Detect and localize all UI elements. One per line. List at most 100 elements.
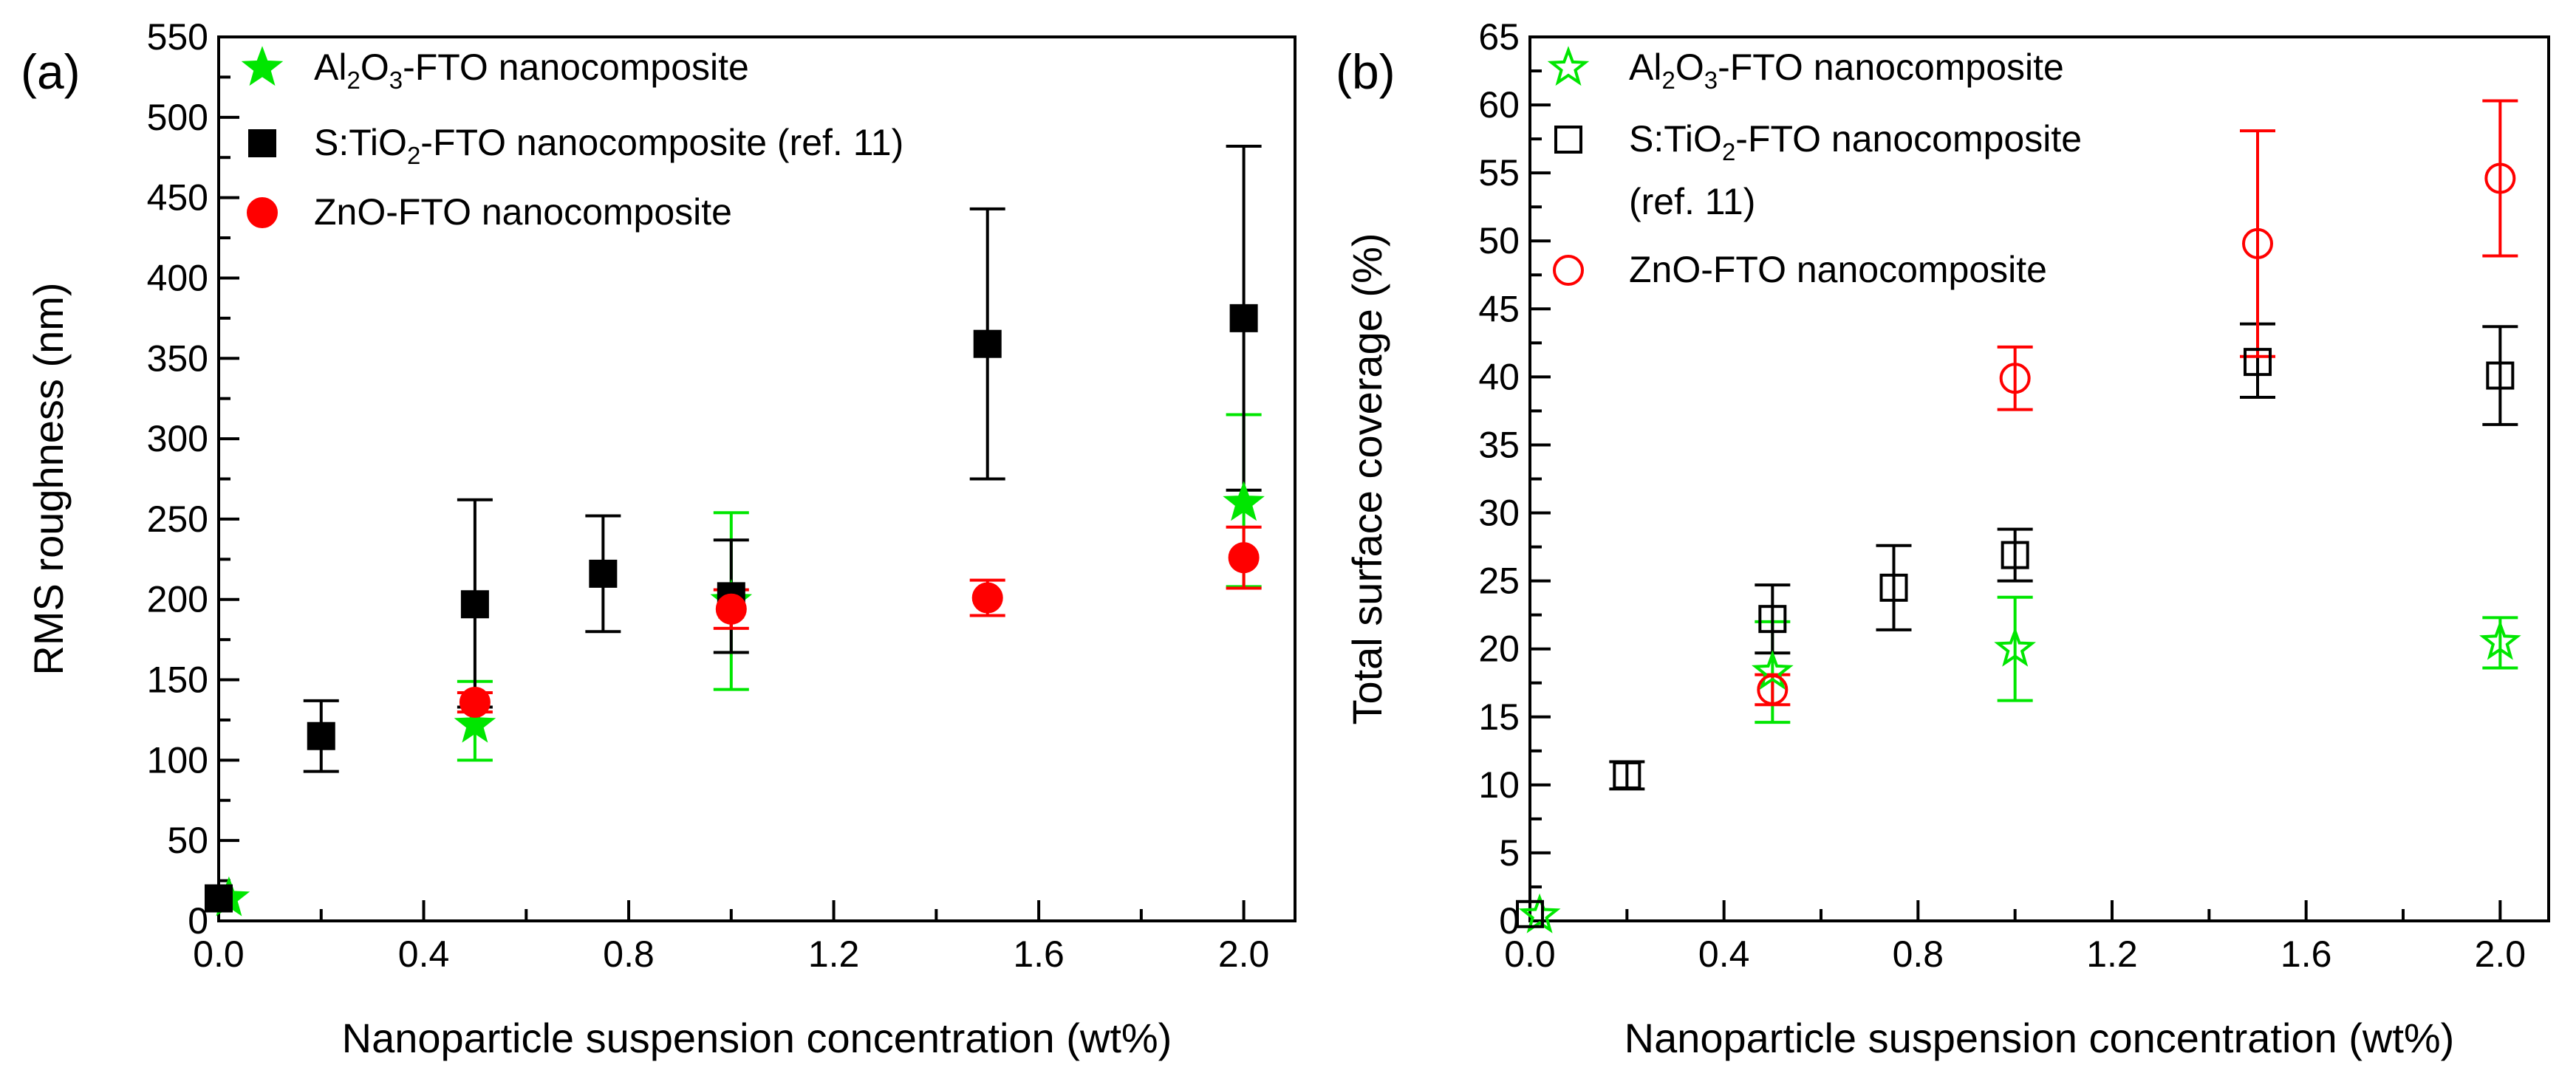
panel-a-legend-marker-square[interactable]: [248, 129, 276, 157]
panel-b-y-tick-label: 20: [1478, 628, 1520, 670]
panel-a-data-point-square[interactable]: [589, 559, 618, 588]
panel-b-legend-marker-star[interactable]: [1547, 46, 1590, 86]
panel-a-y-tick-label: 200: [147, 579, 208, 620]
panel-b-error-bar: [1997, 345, 2033, 411]
panel-b-legend-item[interactable]: ZnO-FTO nanocomposite: [1553, 249, 2047, 290]
panel-a-data-point-star[interactable]: [454, 702, 496, 743]
panel-a-x-tick-label: 1.2: [808, 933, 860, 975]
panel-b-error-bar: [2482, 99, 2518, 258]
panel-a-data-point-star[interactable]: [1223, 481, 1265, 521]
panel-a-legend-text-part: Al: [314, 47, 346, 88]
panel-a-y-tick-label: 100: [147, 739, 208, 781]
panel-b-legend-item[interactable]: Al2O3-FTO nanocomposite: [1547, 46, 2064, 94]
panel-a-data-point-square[interactable]: [205, 884, 233, 913]
panel-b-y-tick-label: 5: [1499, 832, 1520, 874]
panel-b-error-bar: [2482, 325, 2518, 426]
panel-b-y-tick-label: 50: [1478, 220, 1520, 261]
panel-a-legend-subscript: 2: [346, 66, 360, 94]
panel-b-legend-item[interactable]: S:TiO2-FTO nanocomposite (ref. 11): [1554, 118, 2082, 222]
panel-a-legend-item[interactable]: Al2O3-FTO nanocomposite: [241, 46, 749, 94]
panel-b-data-point-star[interactable]: [2479, 620, 2521, 660]
panel-b-data-point-square[interactable]: [2244, 348, 2272, 377]
panel-b-y-tick-label: 45: [1478, 288, 1520, 329]
panel-a-legend-label: S:TiO2-FTO nanocomposite (ref. 11): [314, 122, 903, 169]
panel-a-x-tick-label: 0.4: [398, 933, 450, 975]
panel-a-legend-label: ZnO-FTO nanocomposite: [314, 191, 732, 233]
panel-a-data-point-square[interactable]: [307, 721, 335, 750]
panel-b-data-point-circle[interactable]: [1757, 673, 1788, 705]
panel-b-y-tick-label: 15: [1478, 696, 1520, 738]
panel-a-legend-text-part: S:TiO: [314, 122, 407, 163]
panel-b-error-bar: [1997, 527, 2033, 583]
panel-b-legend-text-part: -FTO nanocomposite: [1718, 47, 2064, 88]
panel-a-series-square: [303, 144, 1262, 773]
panel-a-data-point-circle[interactable]: [459, 687, 491, 719]
panel-b-data-point-square[interactable]: [2486, 361, 2515, 390]
panel-a-data-point-circle[interactable]: [715, 593, 747, 625]
panel-b-data-point-star[interactable]: [1752, 650, 1794, 690]
panel-b-series-square: [1609, 322, 2518, 791]
panel-b-legend-marker-circle[interactable]: [1553, 255, 1584, 286]
panel-a-legend-text-part: -FTO nanocomposite (ref. 11): [420, 122, 903, 163]
panel-a-legend-label: Al2O3-FTO nanocomposite: [314, 47, 749, 94]
panel-b-legend-marker-square[interactable]: [1554, 126, 1582, 154]
panel-b-x-tick-label: 0.0: [1504, 933, 1556, 975]
panel-a-markers-star: [208, 481, 1265, 916]
panel-b-data-point-square[interactable]: [1613, 761, 1641, 789]
panel-a-legend-text-part: ZnO-FTO nanocomposite: [314, 191, 732, 233]
panel-b-label: (b): [1336, 44, 1395, 99]
panel-a-y-tick-label: 50: [167, 820, 208, 861]
panel-b-x-tick-label: 0.8: [1893, 933, 1944, 975]
panel-b-data-point-star[interactable]: [1518, 893, 1561, 933]
panel-a-y-tick-label: 350: [147, 337, 208, 379]
panel-a-legend-subscript: 3: [389, 66, 403, 94]
panel-b-data-point-circle[interactable]: [2242, 227, 2273, 259]
panel-a-y-tick-label: 250: [147, 498, 208, 540]
panel-b-markers-star: [1518, 620, 2521, 933]
panel-b-data-point-circle[interactable]: [1999, 363, 2031, 394]
panel-a-data-point-square[interactable]: [1229, 304, 1258, 332]
panel-b-y-tick-label: 25: [1478, 561, 1520, 602]
panel-a-data-point-circle[interactable]: [971, 582, 1003, 614]
panel-a-x-axis-label: Nanoparticle suspension concentration (w…: [342, 1015, 1172, 1061]
panel-a-x-tick-label: 2.0: [1218, 933, 1270, 975]
panel-a-legend-marker-circle[interactable]: [247, 197, 278, 228]
panel-b-data-point-square[interactable]: [1516, 899, 1544, 928]
panel-a-legend-item[interactable]: S:TiO2-FTO nanocomposite (ref. 11): [248, 122, 903, 169]
panel-b-legend: Al2O3-FTO nanocomposite S:TiO2-FTO nanoco…: [1547, 46, 2082, 290]
panel-b-x-tick-label: 0.4: [1698, 933, 1750, 975]
panel-b-y-tick-label: 55: [1478, 152, 1520, 193]
panel-a-series-circle: [457, 525, 1262, 714]
panel-b-y-axis-label: Total surface coverage (%): [1344, 233, 1390, 724]
panel-b-data-point-square[interactable]: [2001, 541, 2029, 569]
panel-a-y-tick-label: 400: [147, 257, 208, 298]
panel-a-x-tick-label: 0.0: [193, 933, 245, 975]
panel-b-markers-circle: [1757, 162, 2516, 705]
panel-a-legend-text-part: -FTO nanocomposite: [403, 47, 749, 88]
panel-b-legend-subscript: 2: [1661, 66, 1675, 94]
panel-a-legend-marker-star[interactable]: [241, 46, 284, 86]
panel-b-x-tick-label: 1.2: [2086, 933, 2138, 975]
panel-a-data-point-square[interactable]: [460, 590, 489, 619]
panel-b-data-point-star[interactable]: [1994, 626, 2036, 667]
panel-b-legend-text-part: O: [1675, 47, 1704, 88]
panel-b-legend-label-line2: (ref. 11): [1629, 181, 1755, 222]
panel-a-data-point-square[interactable]: [973, 329, 1002, 358]
panel-b-x-tick-label: 1.6: [2281, 933, 2332, 975]
panel-b-data-point-square[interactable]: [1758, 605, 1787, 634]
panel-b-data-point-square[interactable]: [1879, 573, 1908, 602]
panel-b-error-bar: [1997, 595, 2033, 702]
panel-a-data-point-circle[interactable]: [1228, 542, 1260, 574]
panel-a-series-star: [457, 413, 1262, 762]
panel-b-y-tick-label: 30: [1478, 493, 1520, 534]
panel-b-plot-frame: [1528, 35, 2550, 922]
panel-b-y-tick-label: 10: [1478, 764, 1520, 806]
panel-a-legend-item[interactable]: ZnO-FTO nanocomposite: [247, 191, 732, 233]
panel-a-y-tick-label: 550: [147, 16, 208, 58]
panel-a-x-tick-label: 0.8: [603, 933, 655, 975]
panel-b-data-point-circle[interactable]: [2484, 162, 2516, 194]
panel-b-x-tick-label: 2.0: [2475, 933, 2527, 975]
